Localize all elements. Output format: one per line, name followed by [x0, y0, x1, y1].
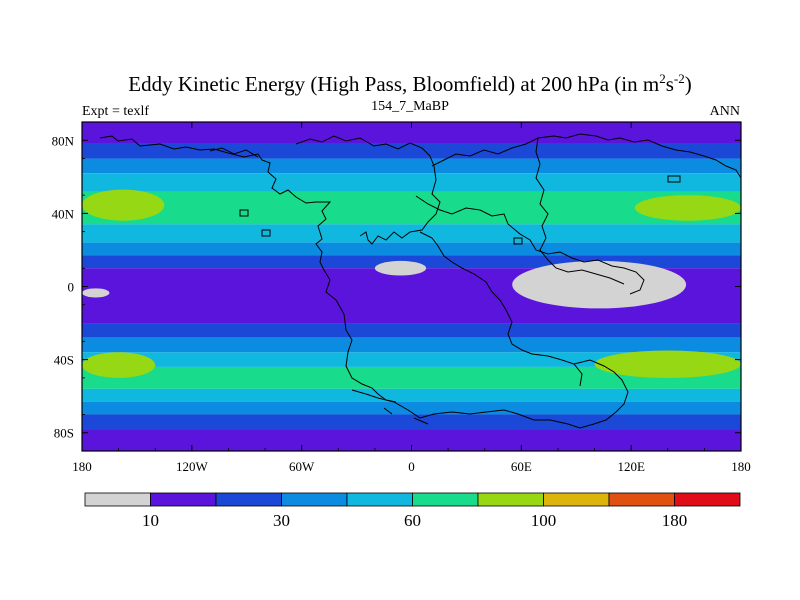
x-tick-label-4: 60E — [511, 459, 532, 474]
x-tick-label-6: 180 — [731, 459, 751, 474]
lat-band-4 — [82, 191, 741, 225]
colorbar-box-3 — [281, 492, 348, 507]
colorbar-label-4: 180 — [662, 511, 688, 530]
lat-band-12 — [82, 366, 741, 389]
colorbar-label-3: 100 — [531, 511, 557, 530]
jet-max-south-indian — [594, 350, 741, 378]
colorbar-box-0 — [84, 492, 151, 507]
x-tick-label-1: 120W — [176, 459, 209, 474]
colorbar-labels: 10 30 60 100 180 — [142, 511, 687, 530]
y-tick-label-4: 80S — [54, 426, 74, 441]
low-min-maritime-continent — [512, 260, 687, 309]
jet-max-north-pacific — [82, 189, 165, 221]
coastline-north-atlantic — [415, 195, 645, 295]
lat-band-1 — [82, 143, 741, 159]
x-tick-label-2: 60W — [289, 459, 315, 474]
coastline-antarctic-fringe — [351, 389, 581, 429]
jet-max-north-east-asia — [634, 195, 741, 221]
colorbar-label-0: 10 — [142, 511, 159, 530]
center-label: 154_7_MaBP — [371, 99, 449, 114]
colorbar-box-1 — [150, 492, 217, 507]
lat-band-0 — [82, 122, 741, 144]
lat-band-16 — [82, 429, 741, 451]
lat-band-3 — [82, 173, 741, 192]
continent-outlines — [99, 133, 741, 429]
lat-band-2 — [82, 158, 741, 174]
coastline-eurasia-north — [431, 133, 741, 179]
coastline-africa — [419, 231, 583, 387]
right-label: ANN — [710, 104, 740, 119]
colorbar-box-6 — [477, 492, 544, 507]
y-tick-label-0: 80N — [52, 133, 75, 148]
y-tick-label-3: 40S — [54, 353, 74, 368]
coastline-north-america — [99, 135, 332, 271]
title-superscript-2: -2 — [674, 71, 685, 86]
contour-fill-field — [82, 122, 741, 451]
coastline-arctic-islands — [209, 135, 431, 158]
coastline-small-islands — [239, 175, 681, 245]
lat-band-9 — [82, 323, 741, 338]
colorbar-box-2 — [215, 492, 282, 507]
colorbar-box-8 — [608, 492, 675, 507]
y-tick-label-1: 40N — [52, 206, 75, 221]
y-tick-label-2: 0 — [68, 280, 75, 295]
coastline-south-america — [323, 269, 397, 403]
lat-band-10 — [82, 337, 741, 353]
lat-band-6 — [82, 242, 741, 256]
colorbar-label-2: 60 — [404, 511, 421, 530]
low-min-date-line-equatorial — [82, 288, 110, 298]
axis-labels: 180 120W 60W 0 60E 120E 180 80N 40N 0 40S 80S — [52, 133, 751, 474]
colorbar-box-4 — [346, 492, 413, 507]
chart-title: Eddy Kinetic Energy (High Pass, Bloomfie… — [128, 71, 692, 96]
lat-band-14 — [82, 401, 741, 415]
colorbar — [84, 492, 741, 507]
title-superscript-1: 2 — [659, 71, 666, 86]
x-tick-label-3: 0 — [408, 459, 415, 474]
x-tick-label-0: 180 — [72, 459, 92, 474]
x-tick-label-5: 120E — [617, 459, 645, 474]
low-min-africa-equatorial — [374, 260, 427, 276]
coastline-asia-interior — [535, 137, 625, 285]
axis-ticks — [81, 121, 742, 452]
colorbar-box-9 — [674, 492, 741, 507]
coastline-australia — [573, 359, 629, 429]
colorbar-label-1: 30 — [273, 511, 290, 530]
colorbar-box-7 — [543, 492, 610, 507]
lat-band-5 — [82, 224, 741, 243]
coastline-greenland-block — [359, 155, 441, 245]
lat-band-13 — [82, 388, 741, 402]
left-label: Expt = texlf — [82, 104, 149, 119]
jet-max-south-pacific-west — [82, 352, 156, 378]
colorbar-box-5 — [412, 492, 479, 507]
lat-band-15 — [82, 414, 741, 430]
